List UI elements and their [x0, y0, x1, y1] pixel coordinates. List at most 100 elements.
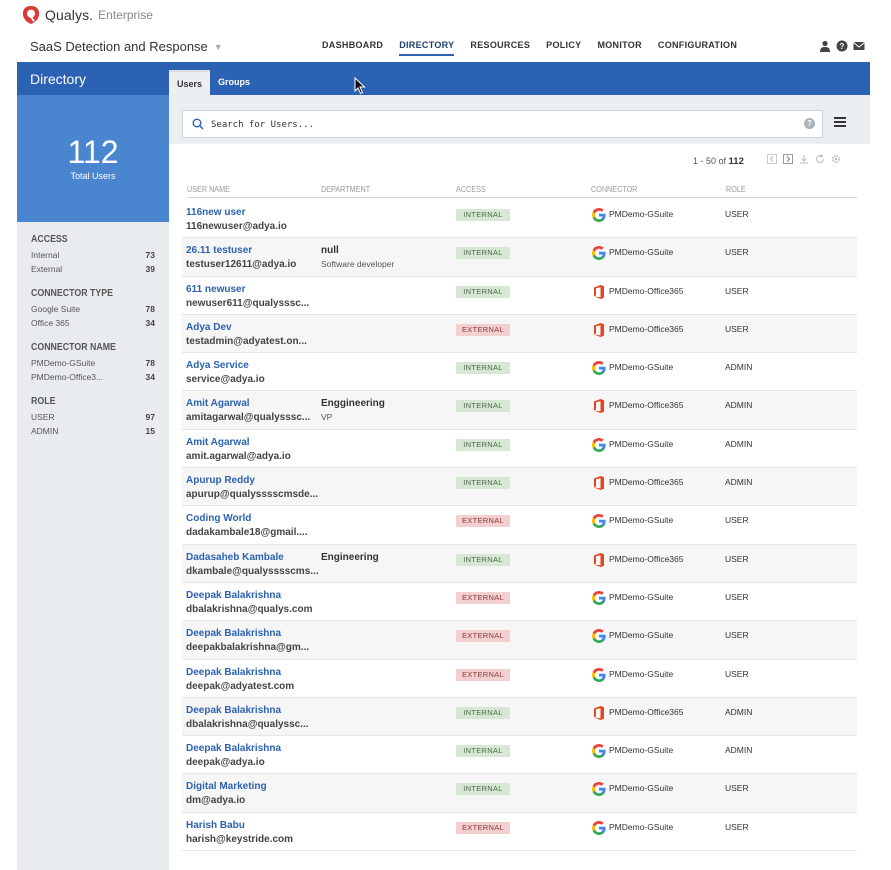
- department: Engineering: [321, 551, 379, 563]
- tab-groups[interactable]: Groups: [218, 77, 251, 87]
- google-icon: [591, 781, 607, 797]
- user-name-link[interactable]: Adya Dev: [186, 321, 232, 333]
- facet-row-pmdemo-gsuite[interactable]: PMDemo-GSuite 78: [31, 358, 155, 368]
- user-name-link[interactable]: Deepak Balakrishna: [186, 628, 282, 640]
- facet-row-admin[interactable]: ADMIN 15: [31, 426, 155, 436]
- table-row[interactable]: Apurup Reddy apurup@qualysssscmsde... INTE…: [182, 468, 857, 507]
- facet-row-internal[interactable]: Internal 73: [31, 250, 155, 260]
- column-header-connector[interactable]: CONNECTOR: [591, 184, 638, 194]
- help-icon[interactable]: ?: [836, 40, 848, 52]
- user-name-link[interactable]: 611 newuser: [186, 283, 246, 295]
- facet-row-user[interactable]: USER 97: [31, 412, 155, 422]
- user-name-link[interactable]: Dadasaheb Kambale: [186, 551, 284, 563]
- table-row[interactable]: Harish Babu harish@keystride.com EXTERNAL P…: [182, 813, 857, 852]
- user-email: deepak@adya.io: [186, 757, 265, 769]
- user-name-link[interactable]: Amit Agarwal: [186, 436, 250, 448]
- mail-icon[interactable]: [853, 40, 865, 52]
- access-badge: INTERNAL: [456, 285, 510, 298]
- nav-policy[interactable]: POLICY: [546, 40, 582, 50]
- nav-monitor[interactable]: MONITOR: [597, 40, 642, 50]
- facet-row-pmdemo-office365[interactable]: PMDemo-Office3... 34: [31, 372, 155, 382]
- access-badge: EXTERNAL: [456, 668, 510, 681]
- user-name-link[interactable]: Deepak Balakrishna: [186, 743, 282, 755]
- tab-users[interactable]: Users: [169, 70, 211, 95]
- nav-directory[interactable]: DIRECTORY: [399, 40, 455, 56]
- user-email: newuser611@qualysssc...: [186, 297, 310, 309]
- user-name-link[interactable]: Amit Agarwal: [186, 398, 250, 410]
- filter-sidebar: 112 Total Users ACCESS Internal 73 Extern…: [17, 95, 169, 870]
- qualys-logo[interactable]: Qualys. Enterprise: [22, 5, 153, 25]
- user-role: ADMIN: [725, 477, 753, 488]
- total-users-card: 112 Total Users: [17, 95, 169, 222]
- user-name-link[interactable]: Harish Babu: [186, 819, 245, 831]
- refresh-icon[interactable]: [815, 154, 825, 164]
- user-name-link[interactable]: Deepak Balakrishna: [186, 589, 282, 601]
- table-row[interactable]: Dadasaheb Kambale dkambale@qualysssscms..…: [182, 544, 857, 583]
- search-input[interactable]: [211, 116, 791, 133]
- table-row[interactable]: 26.11 testuser testuser12611@adya.io null S…: [182, 238, 857, 277]
- user-email: 116newuser@adya.io: [186, 221, 287, 232]
- table-row[interactable]: 116new user 116newuser@adya.io INTERNAL PMD…: [182, 200, 857, 239]
- hamburger-menu-icon[interactable]: [834, 117, 846, 128]
- office365-icon: [591, 705, 607, 721]
- column-header-access[interactable]: ACCESS: [456, 184, 486, 194]
- user-name-link[interactable]: 26.11 testuser: [186, 245, 253, 257]
- user-name-link[interactable]: Deepak Balakrishna: [186, 666, 282, 678]
- search-help-icon[interactable]: ?: [804, 118, 815, 129]
- nav-configuration[interactable]: CONFIGURATION: [657, 40, 738, 50]
- access-badge: INTERNAL: [456, 745, 510, 758]
- top-header: Qualys. Enterprise SaaS Detection and Re…: [0, 0, 891, 62]
- facet-row-office-365[interactable]: Office 365 34: [31, 318, 155, 328]
- table-row[interactable]: Digital Marketing dm@adya.io INTERNAL PMDem…: [182, 774, 857, 813]
- user-name-link[interactable]: Adya Service: [186, 360, 249, 372]
- column-header-user-name[interactable]: USER NAME: [187, 184, 230, 194]
- facet-row-external[interactable]: External 39: [31, 264, 155, 274]
- user-name-link[interactable]: Deepak Balakrishna: [186, 704, 282, 716]
- connector-name: PMDemo-Office365: [609, 553, 684, 564]
- access-badge: INTERNAL: [456, 706, 510, 719]
- user-name-link[interactable]: Coding World: [186, 513, 252, 525]
- connector-name: PMDemo-Office365: [609, 477, 684, 488]
- connector-name: PMDemo-GSuite: [609, 783, 674, 794]
- download-icon[interactable]: [799, 154, 809, 164]
- table-row[interactable]: Deepak Balakrishna deepak@adya.io INTERNAL…: [182, 736, 857, 775]
- access-badge: INTERNAL: [456, 438, 510, 451]
- facet-title: CONNECTOR NAME: [31, 342, 116, 353]
- table-row[interactable]: Deepak Balakrishna dbalakrishna@qualyssc.…: [182, 697, 857, 737]
- table-row[interactable]: Deepak Balakrishna deepakbalakrishna@gm..…: [182, 621, 857, 660]
- search-icon: [192, 118, 204, 130]
- connector-name: PMDemo-GSuite: [609, 745, 674, 756]
- table-row[interactable]: Adya Dev testadmin@adyatest.on... EXTERNAL…: [182, 314, 857, 354]
- app-switcher[interactable]: SaaS Detection and Response ▼: [30, 39, 223, 54]
- user-name-link[interactable]: Digital Marketing: [186, 781, 267, 793]
- table-row[interactable]: Amit Agarwal amitagarwal@qualysssc... Engg…: [182, 391, 857, 430]
- prev-page-icon[interactable]: [767, 154, 777, 164]
- settings-gear-icon[interactable]: [831, 154, 841, 164]
- table-row[interactable]: 611 newuser newuser611@qualysssc... INTERN…: [182, 277, 857, 315]
- user-name-link[interactable]: 116new user: [186, 207, 246, 218]
- user-role: ADMIN: [725, 362, 753, 373]
- user-name-link[interactable]: Apurup Reddy: [186, 475, 255, 487]
- user-email: dm@adya.io: [186, 795, 246, 807]
- column-header-department[interactable]: DEPARTMENT: [321, 184, 371, 194]
- table-row[interactable]: Deepak Balakrishna deepak@adyatest.com EXT…: [182, 660, 857, 698]
- user-email: dkambale@qualysssscms...: [186, 565, 319, 577]
- user-icon[interactable]: [819, 40, 831, 52]
- table-row[interactable]: Coding World dadakambale18@gmail.... EXTER…: [182, 506, 857, 545]
- facet-role: ROLE USER 97 ADMIN 15: [17, 396, 169, 438]
- nav-resources[interactable]: RESOURCES: [470, 40, 531, 50]
- table-row[interactable]: Deepak Balakrishna dbalakrishna@qualys.co…: [182, 583, 857, 622]
- users-table-body: 116new user 116newuser@adya.io INTERNAL PMD…: [182, 200, 857, 852]
- facet-row-google-suite[interactable]: Google Suite 78: [31, 304, 155, 314]
- user-email: testadmin@adyatest.on...: [186, 335, 307, 347]
- office365-icon: [591, 284, 607, 300]
- access-badge: INTERNAL: [456, 362, 510, 375]
- mouse-cursor-icon: [354, 77, 366, 95]
- user-role: USER: [725, 630, 749, 641]
- table-row[interactable]: Amit Agarwal amit.agarwal@adya.io INTERNAL…: [182, 430, 857, 469]
- search-bar-area: ?: [169, 95, 870, 144]
- next-page-icon[interactable]: [783, 154, 793, 164]
- nav-dashboard[interactable]: DASHBOARD: [322, 40, 384, 50]
- table-row[interactable]: Adya Service service@adya.io INTERNAL PMDem…: [182, 353, 857, 392]
- column-header-role[interactable]: ROLE: [726, 184, 746, 194]
